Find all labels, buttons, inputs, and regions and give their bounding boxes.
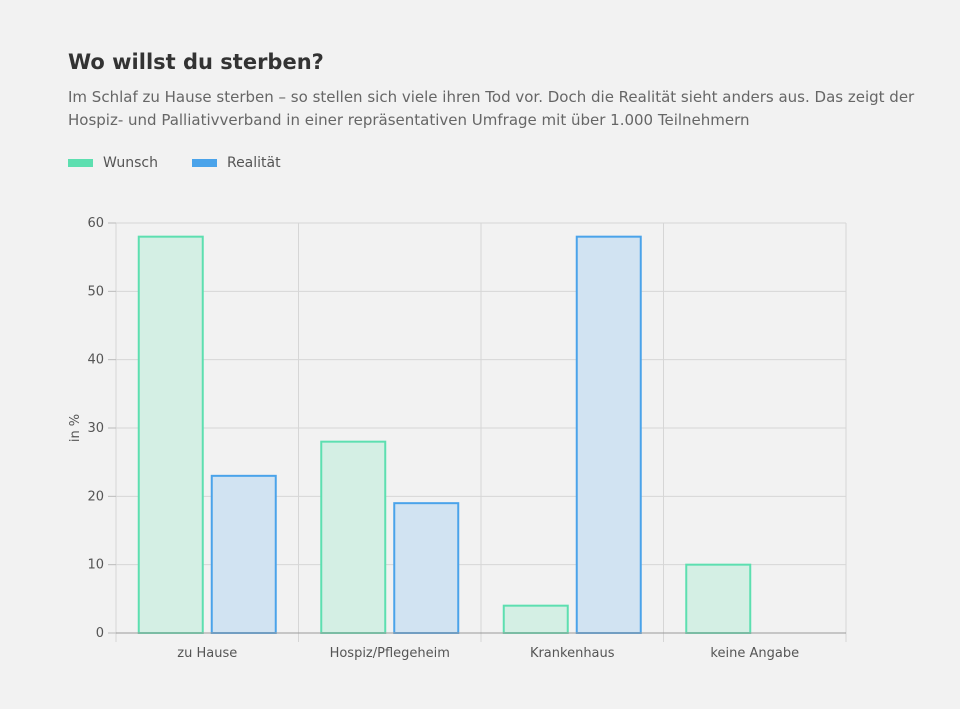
chart-title: Wo willst du sterben? bbox=[68, 50, 324, 74]
legend-swatch-wunsch bbox=[68, 159, 93, 167]
bar-wunsch-0[interactable] bbox=[137, 235, 204, 635]
y-tick-label: 50 bbox=[87, 284, 104, 299]
y-axis-label: in % bbox=[68, 414, 83, 442]
y-tick-label: 30 bbox=[87, 421, 104, 436]
x-tick-label: keine Angabe bbox=[710, 646, 799, 661]
legend-swatch-realitaet bbox=[191, 159, 217, 167]
legend-item-realitaet[interactable]: Realität bbox=[191, 155, 281, 171]
bar-wunsch-2[interactable] bbox=[502, 604, 569, 635]
x-tick-label: zu Hause bbox=[177, 646, 237, 661]
chart-subtitle: Im Schlaf zu Hause sterben – so stellen … bbox=[68, 88, 915, 129]
x-tick-label: Hospiz/Pflegeheim bbox=[330, 646, 450, 661]
bar-realitt-1[interactable] bbox=[393, 502, 460, 634]
axes: 0 10 20 30 40 50 60 zu Hause Hospiz/Pflegeheim Kr… bbox=[87, 216, 846, 661]
y-tick-label: 60 bbox=[87, 216, 104, 231]
legend-item-wunsch[interactable]: Wunsch bbox=[68, 155, 158, 171]
bar-wunsch-1[interactable] bbox=[320, 440, 387, 634]
legend-label-realitaet: Realität bbox=[226, 155, 281, 171]
y-tick-label: 20 bbox=[87, 489, 104, 504]
bar-realitt-2[interactable] bbox=[575, 235, 642, 635]
bar-realitt-0[interactable] bbox=[210, 474, 277, 635]
x-tick-label: Krankenhaus bbox=[530, 646, 615, 661]
y-tick-label: 10 bbox=[87, 558, 104, 573]
bars bbox=[137, 235, 752, 635]
legend: Wunsch Realität bbox=[68, 155, 281, 171]
bar-wunsch-3[interactable] bbox=[685, 563, 752, 635]
y-tick-label: 40 bbox=[87, 353, 104, 368]
legend-label-wunsch: Wunsch bbox=[103, 155, 158, 171]
y-tick-label: 0 bbox=[96, 626, 104, 641]
